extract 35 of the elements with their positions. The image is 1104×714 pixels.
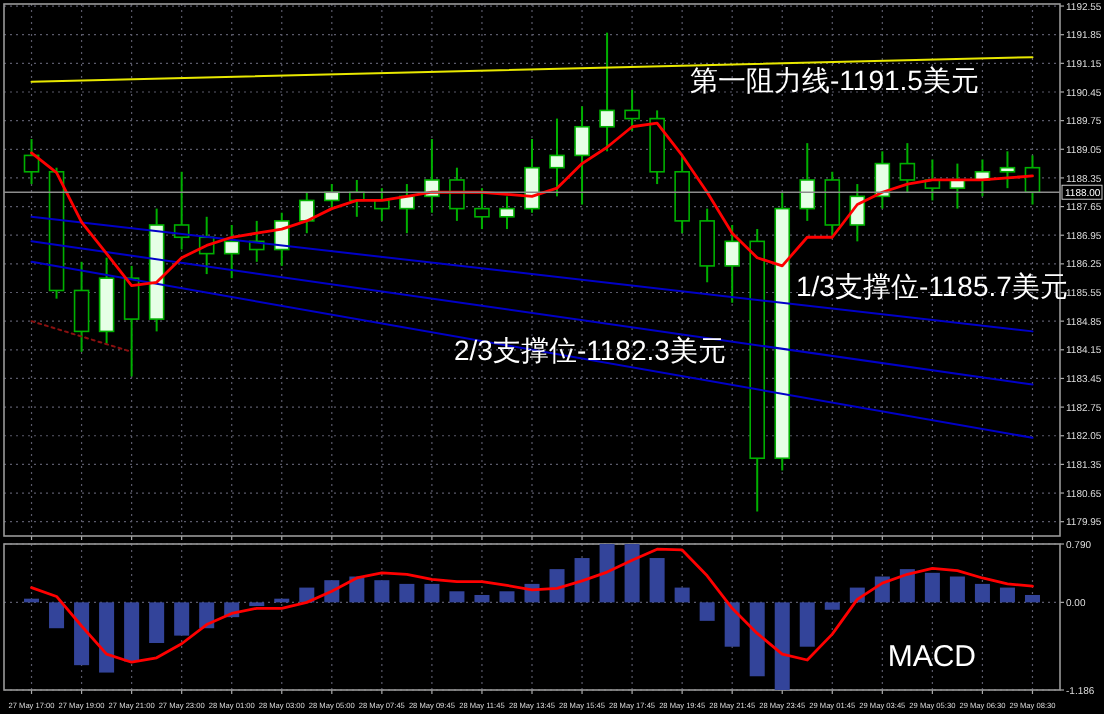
bar <box>774 602 790 690</box>
line-series <box>30 547 1034 664</box>
bar <box>924 572 940 603</box>
bar <box>674 587 690 603</box>
bar <box>749 602 765 677</box>
annotation: 1/3支撑位-1185.7美元 <box>796 270 1068 302</box>
bar <box>1024 594 1040 603</box>
bar <box>899 569 915 603</box>
bar <box>149 602 165 644</box>
bar <box>724 602 740 647</box>
bar <box>974 583 990 603</box>
annotation: 第一阻力线-1191.5美元 <box>690 64 979 96</box>
annotation: MACD <box>887 640 977 674</box>
bar <box>624 544 640 603</box>
bar <box>449 591 465 603</box>
bar <box>824 602 840 610</box>
bar <box>199 602 215 629</box>
bar <box>574 558 590 603</box>
bar <box>49 602 65 629</box>
bar <box>699 602 715 621</box>
bar <box>74 602 90 666</box>
bar <box>799 602 815 647</box>
bar <box>499 591 515 603</box>
bar <box>374 580 390 603</box>
bar <box>949 576 965 603</box>
bar <box>999 587 1015 603</box>
bar <box>649 558 665 603</box>
bar <box>174 602 190 636</box>
bar <box>424 583 440 603</box>
bar <box>399 583 415 603</box>
bar <box>124 602 140 662</box>
bar <box>474 594 490 603</box>
bar <box>99 602 115 673</box>
bar <box>549 569 565 603</box>
bar <box>599 544 615 603</box>
